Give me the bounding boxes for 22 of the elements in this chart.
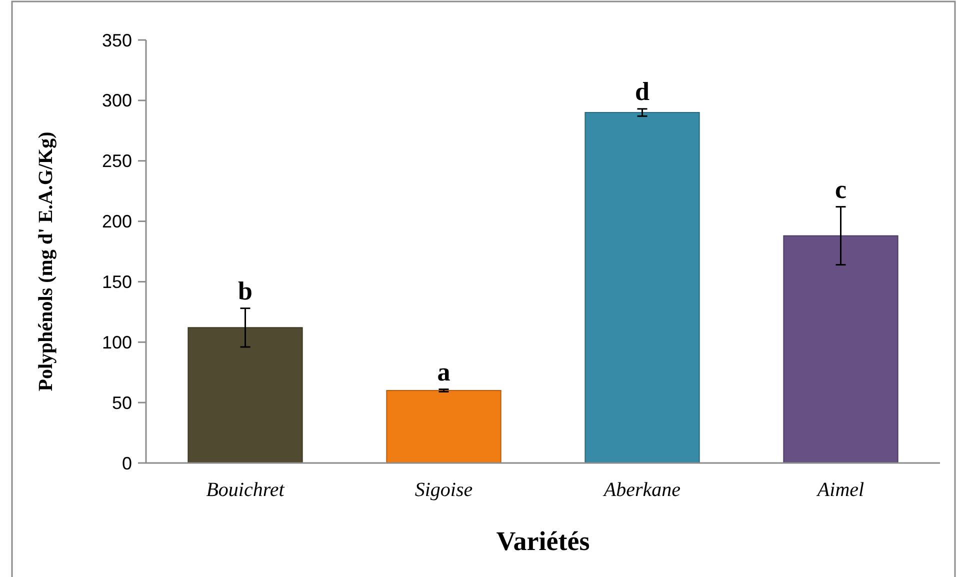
- y-axis-title: Polyphénols (mg d' E.A.G/Kg): [35, 132, 57, 392]
- y-tick-label: 350: [102, 30, 132, 50]
- x-axis-title: Variétés: [496, 526, 590, 556]
- annotation: a: [437, 357, 450, 386]
- y-tick-label: 250: [102, 151, 132, 172]
- bar: [783, 235, 898, 464]
- y-tick-label: 50: [112, 392, 132, 413]
- y-tick-label: 100: [102, 332, 132, 352]
- bar: [386, 390, 502, 464]
- bar: [584, 112, 700, 464]
- x-tick-label: Aimel: [815, 479, 865, 501]
- y-tick-label: 150: [102, 272, 132, 292]
- y-tick-label: 200: [102, 212, 132, 232]
- x-tick-label: Sigoise: [414, 479, 473, 501]
- annotation: c: [834, 174, 847, 204]
- x-tick-label: Bouichret: [206, 479, 285, 501]
- y-tick-label: 0: [122, 453, 132, 474]
- bar: [188, 327, 303, 464]
- annotation: d: [635, 76, 650, 106]
- y-tick-label: 300: [102, 90, 132, 111]
- annotation: b: [238, 276, 252, 306]
- x-tick-label: Aberkane: [602, 479, 681, 501]
